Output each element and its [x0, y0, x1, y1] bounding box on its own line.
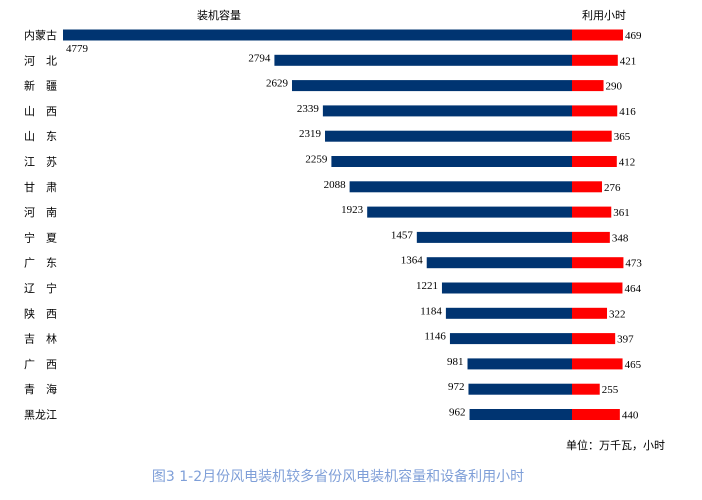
hours-bar: [572, 206, 612, 218]
capacity-value-label: 2259: [305, 154, 328, 166]
hours-bar: [572, 80, 604, 92]
hours-bar: [572, 333, 616, 345]
hours-bar: [572, 54, 618, 66]
capacity-value-label: 1457: [391, 229, 414, 241]
category-label: 陕 西: [24, 306, 57, 320]
hours-bar: [572, 130, 612, 142]
hours-value-label: 469: [625, 30, 642, 42]
category-label: 山 西: [24, 105, 57, 118]
category-label: 辽 宁: [24, 281, 57, 295]
capacity-bar: [467, 358, 572, 370]
capacity-value-label: 962: [449, 407, 466, 419]
capacity-bar: [325, 130, 572, 142]
category-label: 内蒙古: [24, 28, 57, 42]
capacity-value-label: 4779: [66, 43, 89, 55]
capacity-bar: [416, 231, 572, 243]
capacity-value-label: 1923: [341, 204, 364, 216]
capacity-value-label: 1184: [420, 305, 442, 317]
capacity-value-label: 2629: [266, 78, 289, 90]
hours-value-label: 365: [614, 131, 631, 143]
capacity-value-label: 1364: [401, 255, 424, 267]
hours-value-label: 421: [620, 55, 637, 67]
hours-bar: [572, 257, 624, 269]
hours-value-label: 397: [617, 334, 634, 346]
category-label: 宁 夏: [24, 230, 57, 244]
series-title-hours: 利用小时: [582, 9, 626, 22]
hours-bar: [572, 181, 603, 193]
category-label: 山 东: [24, 130, 57, 143]
capacity-bar: [331, 156, 572, 167]
hours-bar: [572, 29, 623, 41]
category-label: 青 海: [24, 382, 57, 396]
hours-bar: [572, 282, 623, 294]
hours-value-label: 322: [609, 308, 626, 320]
hours-bar: [572, 409, 620, 420]
capacity-bar: [367, 206, 572, 218]
capacity-bar: [322, 105, 572, 117]
hours-value-label: 348: [612, 232, 629, 244]
capacity-bar: [449, 333, 572, 345]
capacity-bar: [426, 257, 572, 269]
category-label: 江 苏: [24, 156, 57, 169]
hours-bar: [572, 307, 608, 319]
category-label: 吉 林: [24, 332, 57, 346]
capacity-value-label: 2088: [324, 179, 347, 191]
category-label: 河 北: [24, 54, 57, 67]
category-label: 广 西: [24, 358, 57, 371]
hours-value-label: 412: [619, 157, 636, 169]
capacity-bar: [468, 383, 572, 395]
hours-bar: [572, 231, 610, 243]
hours-bar: [572, 358, 623, 370]
hours-bar: [572, 105, 618, 117]
category-label: 甘 肃: [24, 181, 57, 194]
capacity-value-label: 1146: [424, 331, 446, 343]
capacity-bar: [469, 409, 572, 420]
capacity-bar: [274, 54, 572, 66]
hours-value-label: 464: [624, 283, 641, 295]
hours-bar: [572, 383, 600, 395]
capacity-bar: [63, 29, 572, 41]
capacity-value-label: 972: [448, 381, 465, 393]
hours-value-label: 473: [625, 258, 642, 270]
hours-value-label: 361: [613, 207, 630, 219]
capacity-value-label: 2794: [248, 52, 271, 64]
category-label: 黑龙江: [24, 409, 57, 422]
hours-value-label: 255: [602, 384, 619, 396]
figure-caption: 图3 1-2月份风电装机较多省份风电装机容量和设备利用小时: [152, 468, 524, 485]
hours-value-label: 276: [604, 182, 621, 194]
capacity-value-label: 981: [447, 356, 464, 368]
hours-value-label: 290: [606, 81, 623, 93]
hours-value-label: 440: [622, 410, 639, 422]
hours-value-label: 465: [625, 359, 642, 371]
capacity-value-label: 2319: [299, 128, 322, 140]
capacity-bar: [349, 181, 572, 193]
hours-value-label: 416: [619, 106, 636, 118]
capacity-bar: [291, 80, 572, 92]
capacity-bar: [441, 282, 572, 294]
category-label: 广 东: [24, 257, 57, 270]
category-label: 新 疆: [24, 79, 57, 93]
hours-bar: [572, 156, 617, 167]
unit-note: 单位：万千瓦，小时: [566, 438, 665, 452]
capacity-value-label: 1221: [416, 280, 438, 292]
capacity-bar: [445, 307, 572, 319]
category-label: 河 南: [24, 206, 57, 219]
capacity-value-label: 2339: [297, 103, 320, 115]
series-title-capacity: 装机容量: [197, 8, 241, 22]
